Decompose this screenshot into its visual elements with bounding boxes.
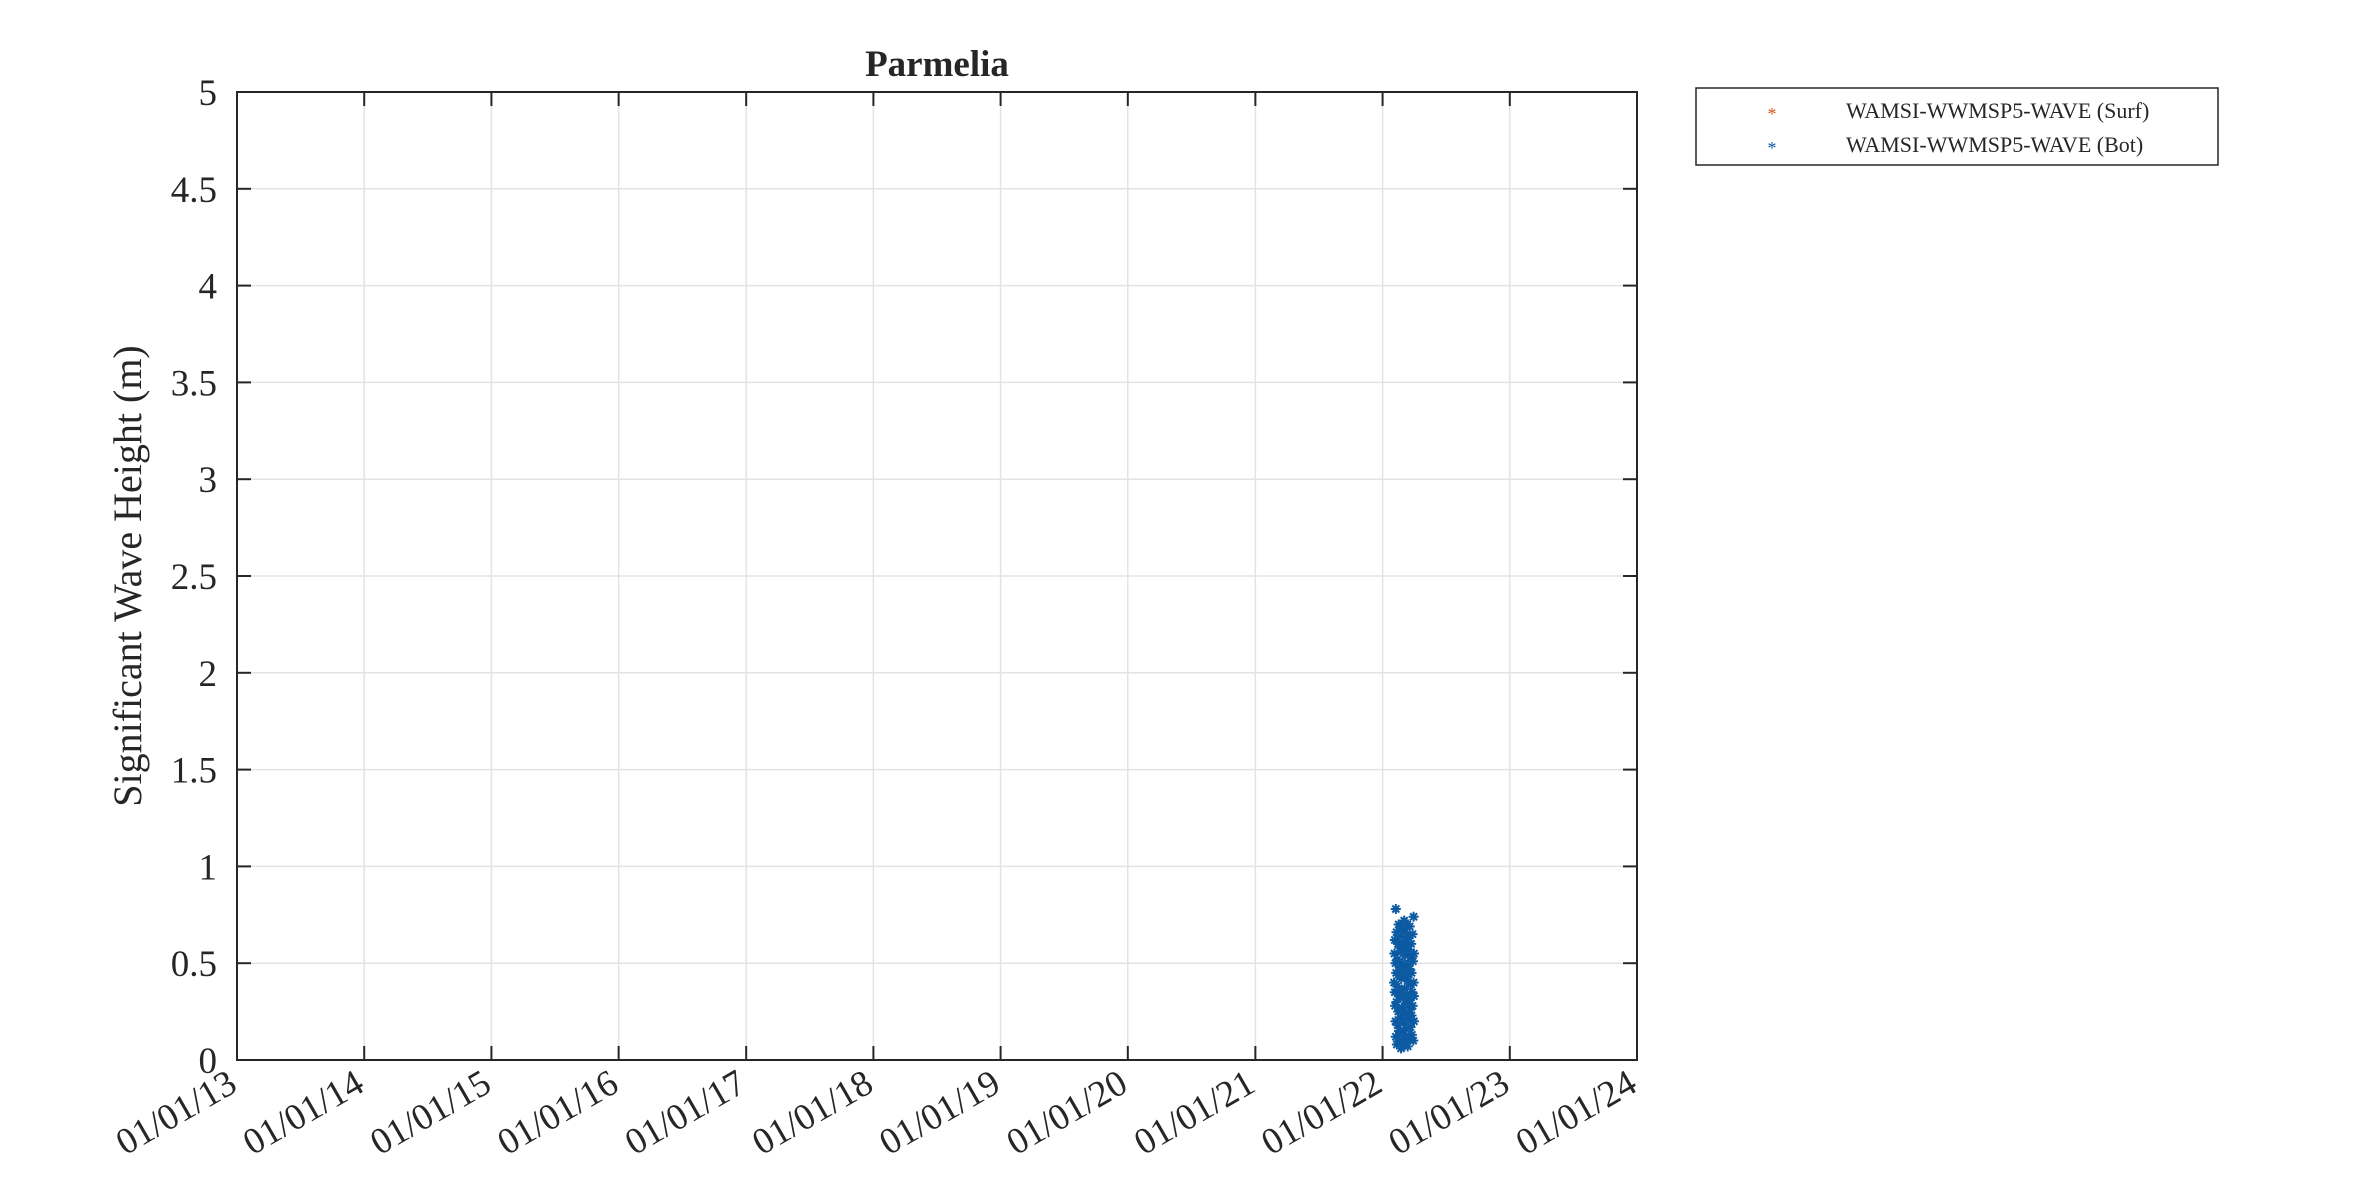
x-tick-label: 01/01/24 — [1509, 1062, 1643, 1163]
data-point — [1407, 929, 1418, 940]
legend-box — [1695, 87, 2219, 166]
y-tick-label: 1 — [199, 847, 218, 888]
x-tick-label: 01/01/16 — [491, 1062, 625, 1163]
axis-ticks — [236, 91, 1638, 1061]
x-tick-label: 01/01/17 — [618, 1062, 752, 1163]
x-tick-label: 01/01/13 — [109, 1062, 243, 1163]
x-tick-label: 01/01/14 — [236, 1062, 370, 1163]
data-point — [1408, 911, 1419, 922]
legend-label-surf: WAMSI-WWMSP5-WAVE (Surf) — [1846, 98, 2149, 123]
y-tick-label: 3.5 — [171, 363, 217, 404]
legend: * WAMSI-WWMSP5-WAVE (Surf) * WAMSI-WWMSP… — [1695, 87, 2219, 166]
data-point — [1390, 903, 1401, 914]
data-point — [1407, 956, 1418, 967]
x-tick-labels: 01/01/1301/01/1401/01/1501/01/1601/01/17… — [109, 1062, 1643, 1163]
y-tick-label: 1.5 — [171, 751, 217, 792]
legend-label-bot: WAMSI-WWMSP5-WAVE (Bot) — [1846, 132, 2143, 157]
x-tick-label: 01/01/23 — [1382, 1062, 1516, 1163]
y-tick-label: 0 — [199, 1041, 218, 1082]
data-point — [1400, 971, 1411, 982]
y-tick-label: 2 — [199, 654, 218, 695]
y-tick-label: 4.5 — [171, 170, 217, 211]
data-point — [1408, 1016, 1419, 1027]
y-tick-label: 2.5 — [171, 557, 217, 598]
legend-marker-surf: * — [1768, 104, 1777, 124]
data-points — [1389, 903, 1419, 1054]
x-tick-label: 01/01/19 — [873, 1062, 1007, 1163]
x-tick-label: 01/01/15 — [363, 1062, 497, 1163]
y-axis-label: Significant Wave Height (m) — [105, 345, 150, 806]
data-point — [1404, 921, 1415, 932]
y-tick-label: 5 — [199, 73, 218, 114]
x-tick-label: 01/01/21 — [1127, 1062, 1261, 1163]
data-point — [1408, 1035, 1419, 1046]
x-tick-label: 01/01/22 — [1255, 1062, 1389, 1163]
x-tick-label: 01/01/18 — [745, 1062, 879, 1163]
y-tick-labels: 0 0.5 1 1.5 2 2.5 3 3.5 4 4.5 5 — [171, 73, 217, 1082]
x-tick-label: 01/01/20 — [1000, 1062, 1134, 1163]
data-point — [1408, 991, 1419, 1002]
data-point — [1406, 967, 1417, 978]
data-point — [1408, 948, 1419, 959]
legend-marker-bot: * — [1768, 138, 1777, 158]
data-point — [1407, 1000, 1418, 1011]
y-tick-label: 0.5 — [171, 944, 217, 985]
y-tick-label: 4 — [199, 267, 218, 308]
data-point — [1408, 977, 1419, 988]
chart-title: Parmelia — [865, 44, 1009, 85]
data-point — [1406, 938, 1417, 949]
y-tick-label: 3 — [199, 460, 218, 501]
